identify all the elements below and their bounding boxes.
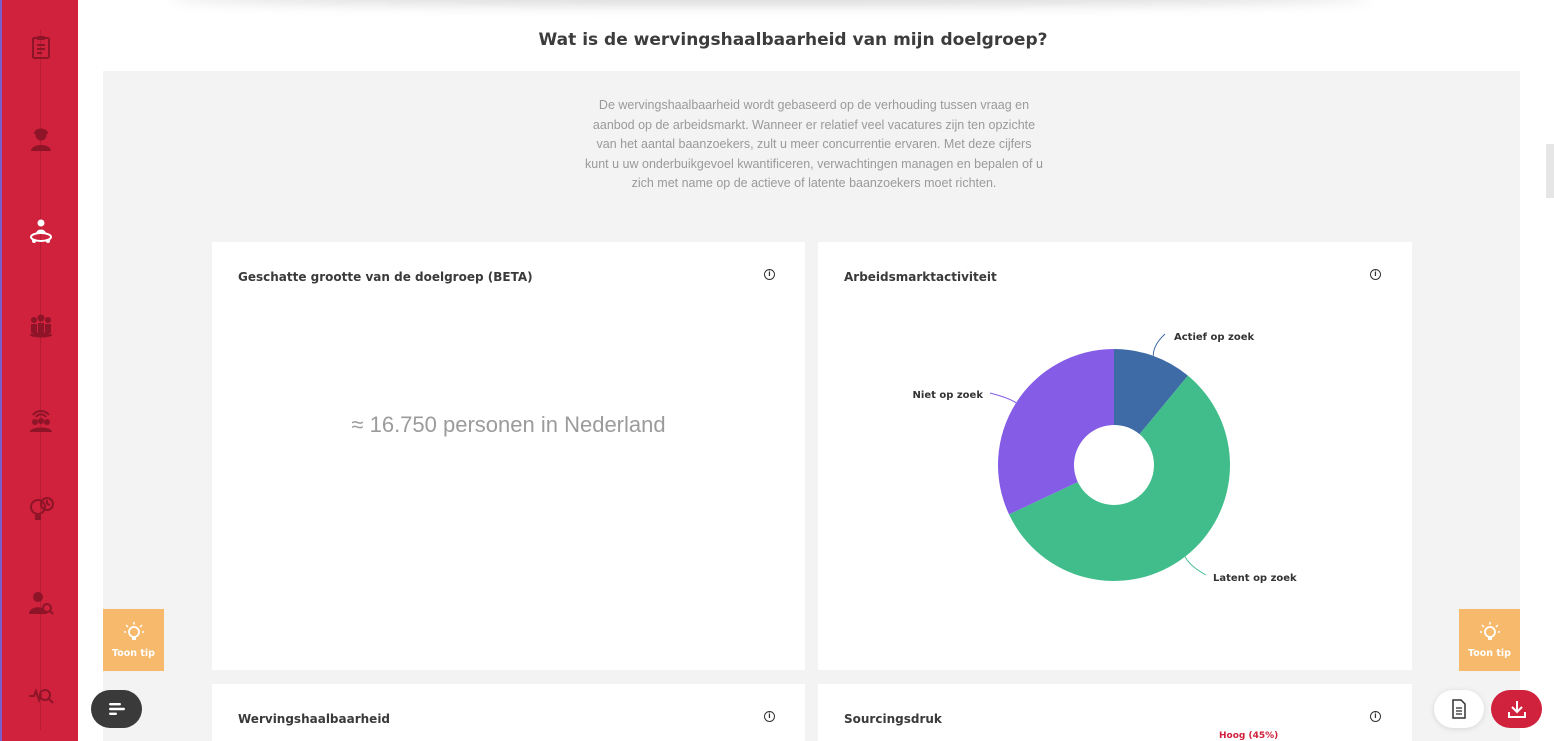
donut-slice-actief-op-zoek[interactable] — [1114, 349, 1188, 435]
donut-label: Niet op zoek — [913, 390, 984, 401]
show-tip-button-left[interactable]: Toon tip — [103, 609, 164, 671]
donut-slice-latent-op-zoek[interactable] — [1009, 375, 1230, 581]
scrollbar-thumb[interactable] — [1546, 144, 1554, 198]
lightbulb-clock-icon[interactable] — [26, 494, 56, 524]
info-icon[interactable]: i — [764, 269, 775, 280]
menu-lines-icon — [108, 703, 125, 715]
donut-label: Actief op zoek — [1174, 332, 1254, 343]
donut-chart: Actief op zoek Latent op zoek Niet op zoek — [913, 332, 1298, 584]
sidebar-rail — [40, 30, 41, 730]
clipboard-icon[interactable] — [26, 32, 56, 62]
card-title: Arbeidsmarktactiviteit — [844, 270, 997, 284]
intro-text: De wervingshaalbaarheid wordt gebaseerd … — [585, 98, 1043, 190]
person-icon[interactable] — [26, 124, 56, 154]
donut-leader-line — [1184, 556, 1207, 576]
document-button[interactable] — [1434, 690, 1484, 728]
sidebar — [0, 0, 78, 741]
target-size-value: ≈ 16.750 personen in Nederland — [351, 412, 666, 437]
donut-leader-line — [1152, 333, 1166, 356]
lightbulb-icon — [123, 622, 144, 640]
sourcing-level-label: Hoog (45%) — [1219, 731, 1279, 741]
group-signal-icon[interactable] — [26, 404, 56, 434]
card-feasibility: Wervingshaalbaarheid i — [212, 684, 805, 741]
info-icon[interactable]: i — [764, 711, 775, 722]
card-sourcing-pressure: Sourcingsdruk i — [818, 684, 1412, 741]
page-title: Wat is de wervingshaalbaarheid van mijn … — [538, 30, 1048, 50]
show-tip-label: Toon tip — [112, 648, 155, 659]
download-button[interactable] — [1491, 690, 1542, 728]
menu-button[interactable] — [91, 690, 142, 728]
group-icon[interactable] — [26, 310, 56, 340]
person-search-icon[interactable] — [26, 588, 56, 618]
info-icon[interactable]: i — [1370, 711, 1381, 722]
donut-label: Latent op zoek — [1213, 573, 1297, 584]
show-tip-label: Toon tip — [1468, 648, 1511, 659]
donut-slice-niet-op-zoek[interactable] — [998, 349, 1114, 515]
search-pulse-icon[interactable] — [26, 680, 56, 710]
card-title: Sourcingsdruk — [844, 712, 942, 726]
document-icon — [1452, 699, 1466, 719]
donut-leader-line — [989, 392, 1017, 404]
download-icon — [1507, 701, 1526, 718]
card-labour-activity: Arbeidsmarktactiviteit i Actief op zoek L… — [818, 242, 1412, 670]
card-title: Geschatte grootte van de doelgroep (BETA… — [238, 270, 533, 284]
person-target-icon[interactable] — [26, 216, 56, 246]
lightbulb-icon — [1479, 622, 1500, 640]
card-title: Wervingshaalbaarheid — [238, 712, 391, 726]
card-target-size: Geschatte grootte van de doelgroep (BETA… — [212, 242, 805, 670]
info-icon[interactable]: i — [1370, 269, 1381, 280]
show-tip-button-right[interactable]: Toon tip — [1459, 609, 1520, 671]
